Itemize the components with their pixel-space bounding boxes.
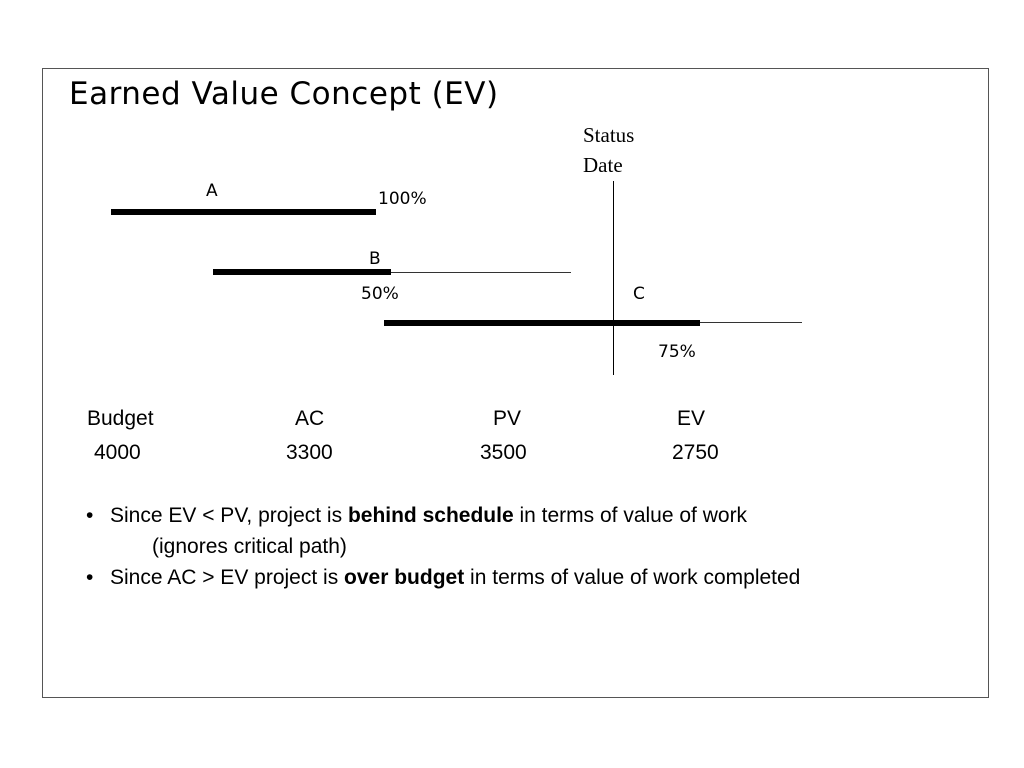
list-item: • Since EV < PV, project is behind sched…	[86, 500, 986, 562]
value-budget: 4000	[94, 441, 141, 464]
task-b-percent: 50%	[361, 284, 399, 304]
status-date-label: Status Date	[583, 120, 634, 180]
task-c-done-bar	[384, 320, 700, 326]
header-ev: EV	[677, 407, 706, 430]
bullet-text: in terms of value of work	[513, 504, 748, 527]
bullet-marker: •	[86, 566, 94, 589]
list-item: • Since AC > EV project is over budget i…	[86, 562, 986, 593]
task-a-bar	[111, 209, 376, 215]
status-date-line	[613, 181, 614, 375]
task-c-label: C	[633, 284, 645, 304]
bullet-text: Since EV < PV, project is	[110, 504, 348, 527]
status-date-line1: Status	[583, 123, 635, 147]
header-pv: PV	[493, 407, 522, 430]
bullet-text: in terms of value of work completed	[464, 566, 801, 589]
conclusion-list: • Since EV < PV, project is behind sched…	[86, 500, 986, 593]
task-a-percent: 100%	[378, 189, 427, 209]
task-b-remaining-bar	[391, 272, 571, 273]
bullet-text: Since AC > EV project is	[110, 566, 345, 589]
task-a-label: A	[206, 181, 218, 201]
bullet-emphasis: over budget	[344, 566, 465, 589]
task-b-done-bar	[213, 269, 391, 275]
slide-title: Earned Value Concept (EV)	[69, 76, 499, 112]
task-c-percent: 75%	[658, 342, 696, 362]
task-c-remaining-bar	[700, 322, 802, 323]
task-b-label: B	[369, 249, 381, 269]
value-ev: 2750	[672, 441, 719, 464]
bullet-emphasis: behind schedule	[347, 504, 514, 527]
header-budget: Budget	[87, 407, 154, 430]
status-date-line2: Date	[583, 153, 623, 177]
header-ac: AC	[295, 407, 325, 430]
bullet-continuation: (ignores critical path)	[152, 535, 347, 558]
slide-frame	[42, 68, 989, 698]
value-pv: 3500	[480, 441, 527, 464]
value-ac: 3300	[286, 441, 333, 464]
bullet-marker: •	[86, 504, 94, 527]
